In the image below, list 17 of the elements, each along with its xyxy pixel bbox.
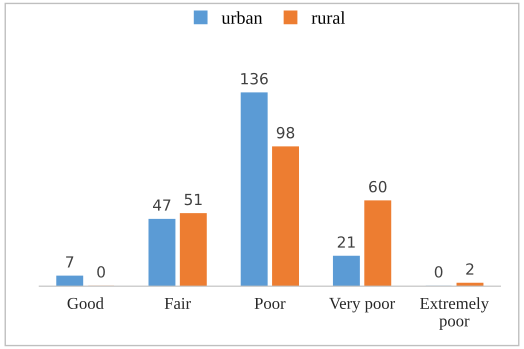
data-label: 136 [241,72,268,84]
legend-label: urban [222,11,262,24]
x-tick-label: Extremely poor [420,297,489,330]
data-label: 0 [434,266,442,278]
data-label: 7 [66,256,74,268]
legend-label: rural [312,11,346,24]
data-label: 98 [276,126,294,138]
data-label: 47 [152,200,170,211]
x-tick-label: Very poor [329,298,396,312]
data-label: 60 [369,180,386,192]
data-label: 21 [338,236,355,248]
data-label: 51 [184,194,202,206]
x-tick-label: Good [68,297,104,310]
x-tick-label: Fair [164,298,191,310]
data-label: 2 [466,263,474,275]
x-tick-label: Poor [254,298,286,310]
data-label: 0 [97,266,105,278]
